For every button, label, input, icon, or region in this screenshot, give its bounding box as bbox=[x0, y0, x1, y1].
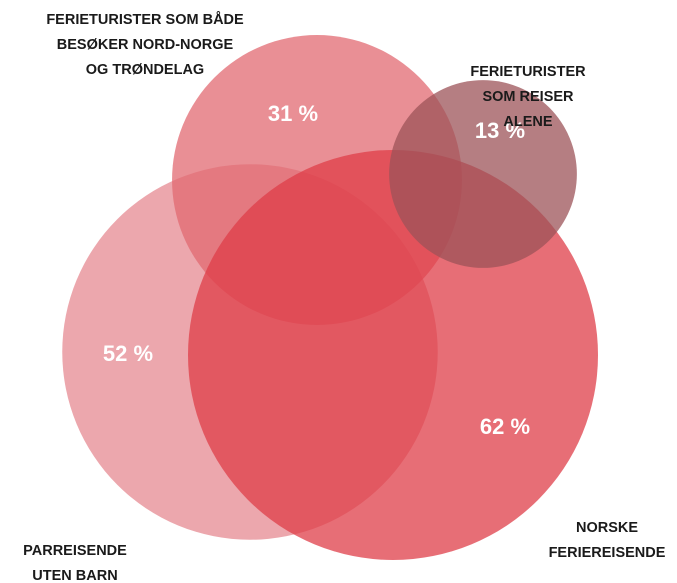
set-label: BESØKER NORD-NORGE bbox=[57, 37, 234, 53]
set-label: FERIETURISTER SOM BÅDE bbox=[46, 11, 244, 28]
value-label: 31 % bbox=[268, 101, 318, 126]
set-label: NORSKE bbox=[576, 520, 638, 536]
value-label: 62 % bbox=[480, 414, 530, 439]
set-label: FERIEREISENDE bbox=[549, 545, 666, 561]
set-label: FERIETURISTER bbox=[470, 64, 586, 80]
set-label: ALENE bbox=[503, 114, 552, 130]
value-label: 52 % bbox=[103, 341, 153, 366]
set-label: UTEN BARN bbox=[32, 568, 117, 583]
set-circle bbox=[389, 80, 577, 268]
value-label: 13 % bbox=[475, 118, 525, 143]
set-label: PARREISENDE bbox=[23, 543, 127, 559]
set-label: SOM REISER bbox=[482, 89, 574, 105]
set-label: OG TRØNDELAG bbox=[86, 62, 204, 78]
